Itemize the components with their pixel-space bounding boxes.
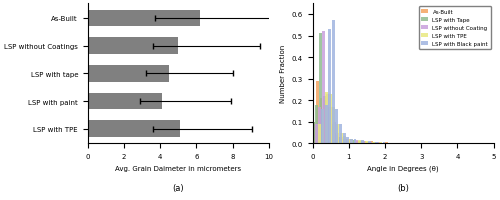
Bar: [384, 143, 386, 144]
Bar: [386, 143, 390, 144]
Bar: [320, 99, 322, 144]
Bar: [324, 105, 328, 144]
Bar: [316, 81, 319, 144]
Bar: [88, 10, 200, 27]
Bar: [337, 137, 340, 144]
Bar: [359, 142, 362, 144]
Bar: [346, 137, 350, 144]
Bar: [322, 32, 325, 144]
Bar: [325, 92, 328, 144]
Bar: [344, 139, 348, 144]
Bar: [414, 143, 416, 144]
Bar: [88, 93, 162, 110]
Bar: [380, 143, 384, 144]
Bar: [318, 124, 321, 144]
Bar: [336, 109, 338, 144]
Bar: [347, 139, 350, 144]
Bar: [408, 143, 411, 144]
Bar: [374, 143, 376, 144]
Bar: [397, 143, 400, 144]
Bar: [312, 122, 314, 144]
Bar: [344, 136, 346, 144]
X-axis label: Angle in Degrees (θ): Angle in Degrees (θ): [368, 165, 439, 171]
Bar: [370, 142, 373, 144]
X-axis label: Avg. Grain Daimeter in micrometers: Avg. Grain Daimeter in micrometers: [115, 165, 242, 171]
Bar: [354, 141, 358, 144]
Bar: [334, 133, 336, 144]
Bar: [340, 133, 342, 144]
Bar: [88, 121, 180, 137]
Bar: [390, 143, 392, 144]
Bar: [328, 30, 331, 144]
Bar: [368, 142, 371, 144]
Bar: [380, 143, 382, 144]
Bar: [322, 97, 326, 144]
Bar: [350, 139, 353, 144]
Bar: [350, 139, 354, 144]
Bar: [342, 133, 345, 144]
Bar: [318, 107, 322, 144]
Text: (a): (a): [172, 183, 184, 192]
Bar: [354, 139, 356, 144]
Bar: [348, 139, 350, 144]
Bar: [388, 143, 390, 144]
Bar: [323, 101, 326, 144]
Bar: [363, 142, 366, 144]
Bar: [333, 122, 336, 144]
Bar: [319, 34, 322, 144]
Bar: [329, 94, 332, 144]
Bar: [362, 142, 365, 144]
Bar: [332, 107, 336, 144]
Bar: [358, 141, 360, 144]
Bar: [405, 143, 407, 144]
Bar: [330, 107, 332, 144]
Bar: [312, 122, 315, 144]
Bar: [361, 141, 364, 144]
Bar: [352, 141, 354, 144]
Bar: [336, 133, 340, 144]
Bar: [326, 107, 329, 144]
Bar: [398, 143, 402, 144]
Bar: [344, 139, 346, 144]
Text: (b): (b): [397, 183, 409, 192]
Bar: [339, 124, 342, 144]
Bar: [378, 143, 380, 144]
Bar: [402, 143, 404, 144]
Bar: [369, 142, 372, 144]
Bar: [316, 105, 318, 144]
Legend: As-Built, LSP with Tape, LSP without Coating, LSP with TPE, LSP with Black paint: As-Built, LSP with Tape, LSP without Coa…: [418, 7, 491, 49]
Bar: [330, 124, 333, 144]
Bar: [336, 124, 339, 144]
Bar: [308, 124, 312, 144]
Bar: [334, 135, 337, 144]
Bar: [88, 38, 178, 55]
Bar: [366, 142, 369, 144]
Bar: [332, 21, 335, 144]
Bar: [340, 139, 344, 144]
Bar: [376, 142, 378, 144]
Bar: [376, 143, 380, 144]
Bar: [327, 118, 330, 144]
Bar: [348, 139, 352, 144]
Bar: [315, 124, 318, 144]
Y-axis label: Number Fraction: Number Fraction: [280, 45, 286, 103]
Bar: [391, 143, 394, 144]
Bar: [338, 137, 340, 144]
Bar: [384, 143, 388, 144]
Bar: [88, 66, 169, 82]
Bar: [382, 143, 386, 144]
Bar: [322, 109, 324, 144]
Bar: [330, 127, 334, 144]
Bar: [326, 94, 328, 144]
Bar: [365, 142, 368, 144]
Bar: [321, 109, 324, 144]
Bar: [372, 142, 375, 144]
Bar: [394, 143, 397, 144]
Bar: [356, 142, 358, 144]
Bar: [340, 137, 343, 144]
Bar: [342, 139, 344, 144]
Bar: [396, 143, 398, 144]
